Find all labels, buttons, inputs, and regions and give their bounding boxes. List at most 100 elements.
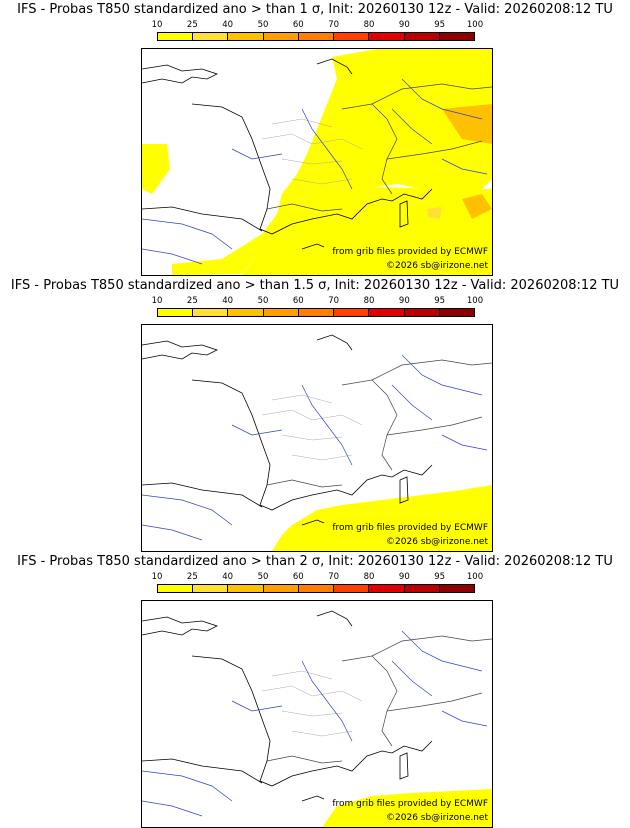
colorbar-tick: 25 xyxy=(186,296,198,306)
data-credit: from grib files provided by ECMWF xyxy=(332,523,488,533)
colorbar-tick: 25 xyxy=(186,20,198,30)
colorbar-tick: 50 xyxy=(257,296,269,306)
border xyxy=(341,379,398,471)
colorbar-tick: 100 xyxy=(466,296,484,306)
colorbar-tick: 90 xyxy=(398,296,410,306)
copyright-notice: ©2026 sb@irizone.net xyxy=(386,537,488,547)
colorbar-swatch xyxy=(263,33,299,40)
colorbar-ticks: 10 25 40 50 60 70 80 90 95 100 xyxy=(152,296,484,306)
colorbar-swatch xyxy=(439,585,474,592)
coastline xyxy=(191,655,433,787)
colorbar-tick: 100 xyxy=(466,20,484,30)
colorbar-tick: 70 xyxy=(328,572,340,582)
border xyxy=(266,203,343,212)
colorbar-tick: 80 xyxy=(363,20,375,30)
data-credit: from grib files provided by ECMWF xyxy=(332,247,488,257)
data-credit: from grib files provided by ECMWF xyxy=(332,799,488,809)
river xyxy=(142,78,488,265)
colorbar-swatch xyxy=(404,585,440,592)
map-panel-2: IFS - Probas T850 standardized ano > tha… xyxy=(0,276,630,552)
colorbar-tick: 80 xyxy=(363,296,375,306)
coastline xyxy=(142,482,263,508)
colorbar-tick: 10 xyxy=(151,296,163,306)
colorbar-swatch xyxy=(369,309,405,316)
coastline xyxy=(301,519,325,526)
border xyxy=(341,655,398,747)
colorbar-swatch xyxy=(439,33,474,40)
regional-boundary xyxy=(261,118,363,185)
panel-title: IFS - Probas T850 standardized ano > tha… xyxy=(10,278,620,293)
colorbar-tick: 10 xyxy=(151,572,163,582)
map-graphic xyxy=(142,610,492,827)
map-panel-1: IFS - Probas T850 standardized ano > tha… xyxy=(0,0,630,276)
coastline xyxy=(316,58,353,75)
colorbar-tick: 10 xyxy=(151,20,163,30)
colorbar-swatch xyxy=(334,33,370,40)
colorbar-swatch xyxy=(193,309,229,316)
regional-boundary xyxy=(261,394,363,461)
probability-area xyxy=(142,144,170,194)
colorbar-swatch xyxy=(334,309,370,316)
probability-area xyxy=(272,485,492,551)
coastline xyxy=(399,200,409,228)
colorbar-swatch xyxy=(334,585,370,592)
probability-area xyxy=(462,194,492,219)
colorbar-swatch xyxy=(404,309,440,316)
colorbar-swatch xyxy=(263,585,299,592)
colorbar-tick: 50 xyxy=(257,572,269,582)
colorbar-tick: 40 xyxy=(222,296,234,306)
river xyxy=(142,630,488,817)
colorbar-swatch xyxy=(298,585,335,592)
probability-map: from grib files provided by ECMWF ©2026 … xyxy=(141,600,493,828)
colorbar-swatch xyxy=(439,309,474,316)
colorbar-swatch xyxy=(298,309,335,316)
border xyxy=(266,479,343,488)
coastline xyxy=(316,610,353,627)
coastline xyxy=(191,379,433,511)
river xyxy=(142,354,488,541)
colorbar-swatch xyxy=(298,33,335,40)
colorbar-tick: 50 xyxy=(257,20,269,30)
colorbar-tick: 90 xyxy=(398,572,410,582)
coastline xyxy=(316,334,353,351)
coastline xyxy=(142,206,263,232)
panel-title: IFS - Probas T850 standardized ano > tha… xyxy=(17,554,613,569)
coastline xyxy=(301,795,325,802)
probability-map: from grib files provided by ECMWF ©2026 … xyxy=(141,48,493,276)
regional-boundary xyxy=(261,670,363,737)
colorbar xyxy=(157,584,475,593)
coastline xyxy=(301,243,325,250)
colorbar-swatch xyxy=(369,33,405,40)
coastline xyxy=(142,758,263,784)
colorbar-tick: 60 xyxy=(292,296,304,306)
colorbar-tick: 40 xyxy=(222,20,234,30)
border xyxy=(371,635,492,657)
border xyxy=(266,755,343,764)
map-graphic xyxy=(142,49,492,275)
coastline xyxy=(142,616,219,636)
colorbar-swatch xyxy=(228,585,264,592)
colorbar-ticks: 10 25 40 50 60 70 80 90 95 100 xyxy=(152,572,484,582)
colorbar-tick: 100 xyxy=(466,572,484,582)
colorbar-tick: 95 xyxy=(434,296,446,306)
colorbar-tick: 70 xyxy=(328,20,340,30)
probability-area xyxy=(427,207,442,219)
colorbar-tick: 70 xyxy=(328,296,340,306)
probability-area xyxy=(322,789,492,827)
map-graphic xyxy=(142,334,492,551)
border xyxy=(386,692,483,712)
colorbar xyxy=(157,308,475,317)
coastline xyxy=(191,103,433,235)
coastline xyxy=(142,64,219,84)
panel-title: IFS - Probas T850 standardized ano > tha… xyxy=(17,2,613,17)
colorbar-swatch xyxy=(158,585,194,592)
coastline xyxy=(399,752,409,780)
colorbar-tick: 25 xyxy=(186,572,198,582)
colorbar-tick: 95 xyxy=(434,572,446,582)
colorbar-swatch xyxy=(263,309,299,316)
border xyxy=(386,140,483,160)
border xyxy=(386,416,483,436)
coastline xyxy=(399,476,409,504)
colorbar-swatch xyxy=(369,585,405,592)
colorbar-swatch xyxy=(228,33,264,40)
